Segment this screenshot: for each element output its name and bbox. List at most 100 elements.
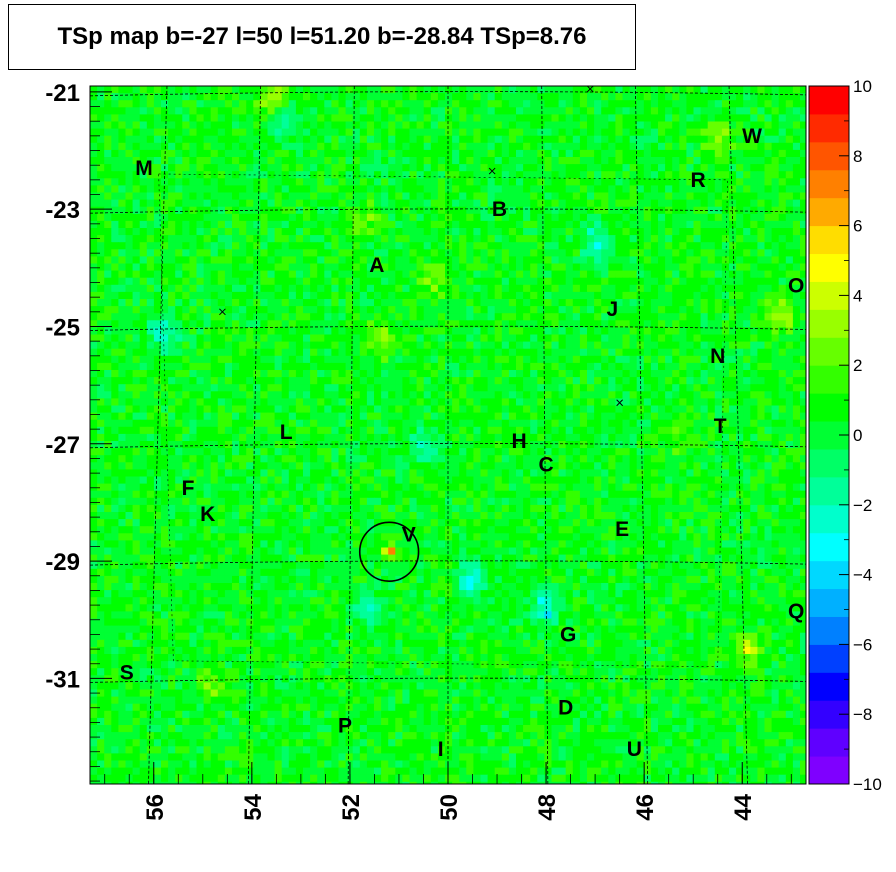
heatmap-cell [778,370,787,378]
heatmap-cell [338,341,347,350]
heatmap-cell [132,178,141,186]
heatmap-cell [182,178,190,186]
heatmap-cell [785,419,794,428]
heatmap-cell [643,370,652,378]
heatmap-cell [423,93,432,101]
heatmap-cell [693,405,702,414]
heatmap-cell [643,114,652,123]
heatmap-cell [239,135,247,144]
heatmap-cell [558,107,567,115]
heatmap-cell [572,270,581,279]
heatmap-cell [757,93,766,101]
heatmap-cell [587,270,595,279]
heatmap-cell [743,206,751,215]
heatmap-cell [359,178,368,186]
heatmap-cell [565,355,574,364]
heatmap-cell [523,206,531,215]
heatmap-cell [217,306,226,314]
heatmap-cell [629,419,638,428]
heatmap-cell [792,320,801,328]
heatmap-cell [409,341,418,350]
heatmap-cell [629,256,638,265]
heatmap-cell [409,228,418,236]
heatmap-cell [90,398,98,407]
heatmap-cell [764,199,773,208]
heatmap-cell [643,419,652,428]
heatmap-cell [437,306,446,314]
heatmap-cell [565,164,574,172]
heatmap-cell [111,306,119,314]
heatmap-cell [366,185,375,194]
heatmap-cell [111,263,119,272]
heatmap-cell [310,291,318,300]
heatmap-cell [693,334,702,343]
heatmap-cell [352,334,361,343]
heatmap-cell [161,391,169,399]
heatmap-cell [139,263,148,272]
heatmap-cell [587,426,595,435]
heatmap-cell [501,185,510,194]
heatmap-cell [274,426,283,435]
heatmap-cell [345,348,354,357]
heatmap-cell [175,348,183,357]
heatmap-cell [587,192,595,201]
heatmap-cell [161,185,169,194]
heatmap-cell [764,334,773,343]
heatmap-cell [665,341,673,350]
heatmap-cell [544,135,553,144]
heatmap-cell [132,306,141,314]
heatmap-cell [352,164,361,172]
heatmap-cell [267,142,276,151]
heatmap-cell [750,86,758,94]
heatmap-cell [182,419,190,428]
heatmap-cell [494,291,503,300]
heatmap-cell [587,405,595,414]
heatmap-cell [381,228,389,236]
heatmap-cell [161,256,169,265]
heatmap-cell [750,284,758,293]
heatmap-cell [217,320,226,328]
heatmap-cell [217,213,226,222]
heatmap-cell [161,370,169,378]
heatmap-cell [189,384,198,392]
heatmap-cell [352,206,361,215]
heatmap-cell [764,412,773,421]
heatmap-cell [224,433,233,442]
heatmap-cell [523,256,531,265]
heatmap-cell [338,320,347,328]
heatmap-cell [317,206,325,215]
heatmap-cell [693,270,702,279]
heatmap-cell [168,433,176,442]
heatmap-cell [693,348,702,357]
heatmap-cell [139,377,148,385]
heatmap-cell [267,313,276,321]
heatmap-cell [686,135,695,144]
heatmap-cell [317,149,325,158]
heatmap-cell [629,412,638,421]
heatmap-cell [331,370,340,378]
heatmap-cell [743,299,751,307]
heatmap-cell [572,327,581,336]
heatmap-cell [764,306,773,314]
heatmap-cell [281,199,290,208]
heatmap-cell [175,299,183,307]
heatmap-cell [487,405,496,414]
heatmap-cell [608,235,616,243]
heatmap-cell [629,242,638,250]
heatmap-cell [352,398,361,407]
heatmap-cell [466,235,474,243]
heatmap-cell [338,334,347,343]
heatmap-cell [729,192,737,201]
heatmap-cell [125,256,134,265]
heatmap-cell [295,334,304,343]
heatmap-cell [423,384,432,392]
heatmap-cell [629,135,638,144]
heatmap-cell [90,220,98,229]
heatmap-cell [409,320,418,328]
heatmap-cell [196,327,205,336]
heatmap-cell [693,249,702,257]
heatmap-cell [175,213,183,222]
heatmap-cell [764,142,773,151]
heatmap-cell [203,114,212,123]
heatmap-cell [501,370,510,378]
